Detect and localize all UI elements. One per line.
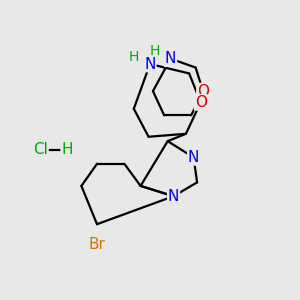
Text: N: N [168,189,179,204]
Text: H: H [61,142,73,158]
Text: O: O [195,95,207,110]
Text: O: O [197,84,209,99]
Text: N: N [165,51,176,66]
Text: H: H [150,44,160,58]
Text: Br: Br [88,237,105,252]
Text: N: N [188,150,199,165]
Text: Cl: Cl [33,142,48,158]
Text: N: N [144,56,156,71]
Text: H: H [129,50,139,64]
